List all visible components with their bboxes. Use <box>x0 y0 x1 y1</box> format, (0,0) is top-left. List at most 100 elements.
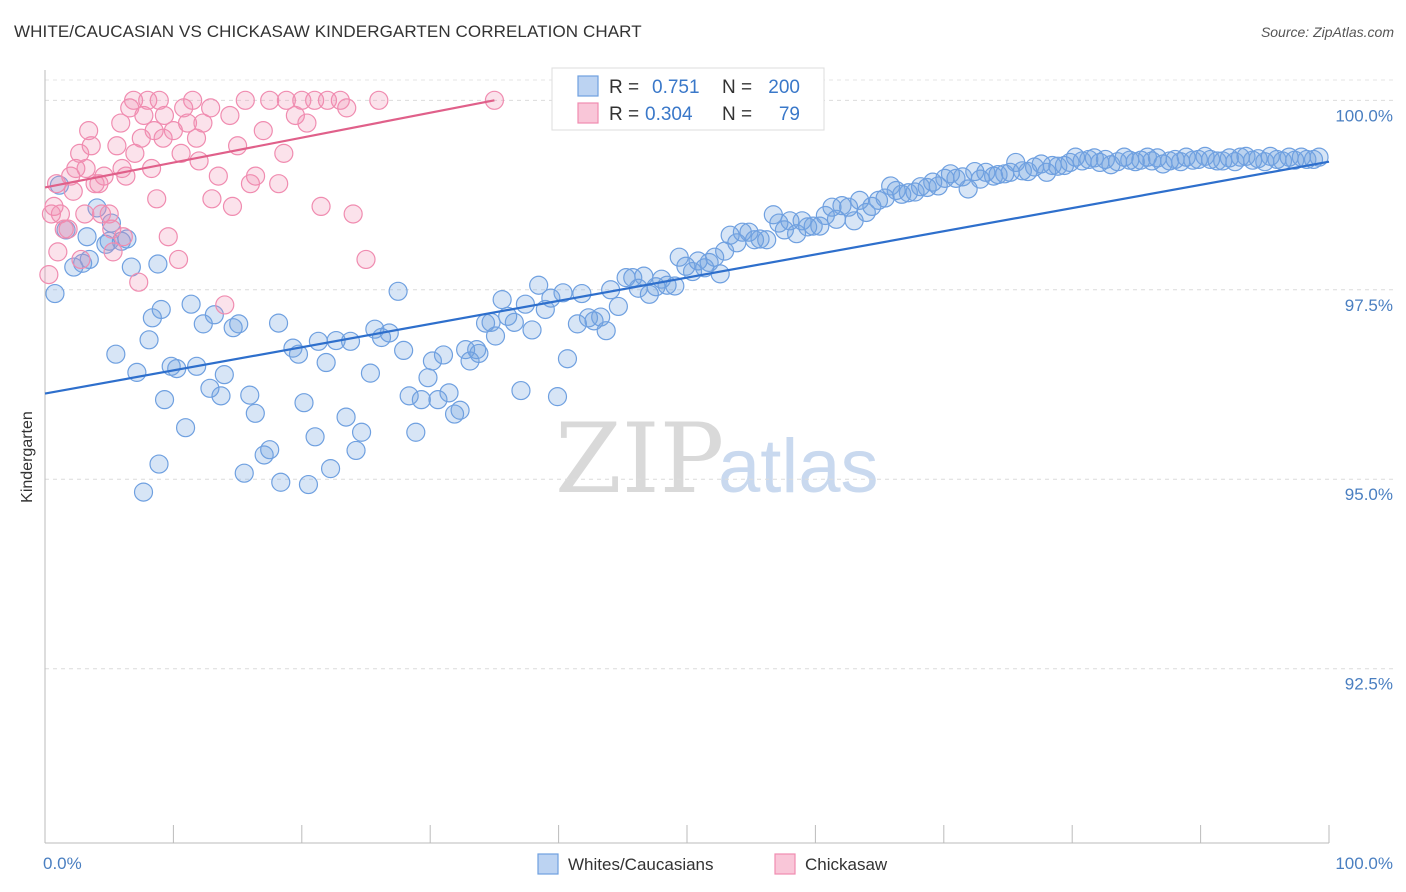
watermark: ZIP atlas <box>555 403 879 515</box>
point-whites <box>45 283 65 304</box>
point-whites <box>336 407 356 427</box>
point-chickasaw <box>260 90 280 110</box>
point-whites <box>320 459 341 479</box>
point-whites <box>757 230 777 250</box>
point-chickasaw <box>48 242 68 262</box>
y-tick-label: 95.0% <box>1345 485 1393 504</box>
point-whites <box>117 229 137 249</box>
point-whites <box>469 343 489 364</box>
point-chickasaw <box>71 249 91 270</box>
point-chickasaw <box>215 295 235 315</box>
point-whites <box>557 349 578 369</box>
point-chickasaw <box>66 158 86 179</box>
point-whites <box>271 472 291 492</box>
point-whites <box>133 482 154 502</box>
point-chickasaw <box>125 143 145 163</box>
point-whites <box>567 314 588 334</box>
legend-top-r-label-2: R = <box>609 104 639 125</box>
point-whites <box>1200 149 1221 170</box>
point-chickasaw <box>111 113 131 133</box>
point-whites <box>340 331 361 351</box>
point-chickasaw <box>91 204 112 224</box>
legend-top-r-value-2: 0.304 <box>645 104 693 125</box>
point-whites <box>596 321 616 341</box>
point-whites <box>1048 156 1068 176</box>
point-chickasaw <box>39 265 59 285</box>
point-chickasaw <box>330 90 350 110</box>
legend-top-n-label-1: N = <box>722 77 752 98</box>
point-whites <box>346 440 366 461</box>
point-chickasaw <box>158 227 178 247</box>
point-chickasaw <box>177 113 198 133</box>
legend-bottom-label-chickasaw: Chickasaw <box>805 855 888 874</box>
point-whites <box>106 344 126 364</box>
legend-bottom-label-whites: Whites/Caucasians <box>568 855 714 874</box>
point-whites <box>151 299 171 320</box>
point-whites <box>79 249 99 270</box>
point-whites <box>946 168 966 188</box>
y-tick-label: 97.5% <box>1345 296 1393 315</box>
point-whites <box>928 176 948 196</box>
point-whites <box>856 202 876 223</box>
source-label: Source: ZipAtlas.com <box>1260 24 1394 40</box>
point-whites <box>792 211 812 231</box>
point-whites <box>200 378 220 398</box>
point-whites <box>121 257 141 277</box>
point-chickasaw <box>220 105 240 126</box>
point-whites <box>308 331 329 351</box>
point-whites <box>234 463 254 483</box>
point-chickasaw <box>134 105 154 126</box>
legend-top: R = 0.751 N = 200 R = 0.304 N = 79 <box>551 67 825 131</box>
point-whites <box>245 403 265 423</box>
point-whites <box>720 225 740 245</box>
point-chickasaw <box>240 174 261 194</box>
legend-bottom-swatch-pink <box>774 853 796 875</box>
point-whites <box>411 390 431 410</box>
point-chickasaw <box>147 189 167 209</box>
trend-lines <box>44 99 1330 395</box>
point-chickasaw <box>369 90 389 110</box>
point-chickasaw <box>44 196 64 217</box>
point-whites <box>399 386 419 406</box>
point-whites <box>522 320 542 340</box>
point-whites <box>511 380 531 401</box>
point-chickasaw <box>168 249 189 270</box>
point-whites <box>547 387 568 407</box>
legend-top-swatch-blue <box>577 75 599 97</box>
point-whites <box>1195 146 1215 166</box>
point-whites <box>77 227 97 247</box>
legend-top-n-value-2: 79 <box>779 104 800 125</box>
point-whites <box>316 352 336 373</box>
x-tick-label-min: 0.0% <box>43 854 82 873</box>
point-chickasaw <box>99 204 119 224</box>
point-chickasaw <box>253 121 273 141</box>
point-whites <box>268 313 289 333</box>
point-whites <box>433 345 454 365</box>
point-chickasaw <box>58 219 78 239</box>
point-chickasaw <box>123 90 144 110</box>
legend-top-r-value-1: 0.751 <box>652 77 700 98</box>
point-whites <box>254 445 274 465</box>
y-axis-label: Kindergarten <box>19 411 36 503</box>
point-chickasaw <box>235 90 255 110</box>
point-whites <box>240 385 260 405</box>
point-whites <box>1012 161 1032 181</box>
point-chickasaw <box>63 181 83 201</box>
point-whites <box>388 281 408 301</box>
point-whites <box>608 296 628 317</box>
point-whites <box>229 314 249 334</box>
point-whites <box>803 216 823 236</box>
y-tick-label: 92.5% <box>1345 675 1393 694</box>
point-chickasaw <box>113 227 133 247</box>
point-chickasaw <box>274 143 294 163</box>
point-whites <box>886 180 906 201</box>
point-whites <box>422 351 443 371</box>
point-chickasaw <box>50 204 71 224</box>
point-whites <box>774 220 795 240</box>
point-chickasaw <box>154 105 175 126</box>
point-whites <box>1114 147 1134 167</box>
point-whites <box>360 363 381 383</box>
point-chickasaw <box>343 204 363 224</box>
point-whites <box>732 222 752 242</box>
